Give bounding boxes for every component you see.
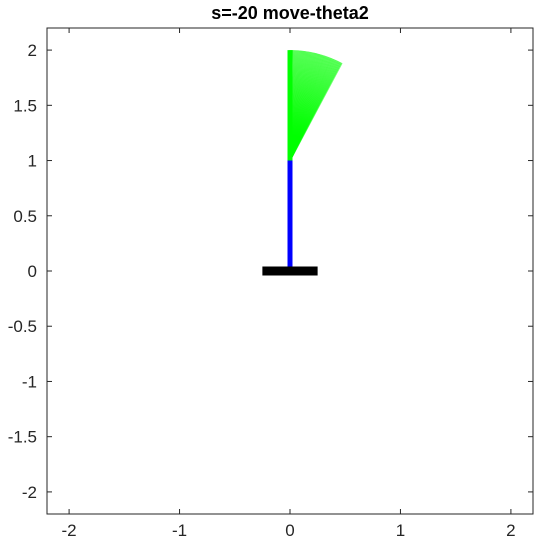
chart-title: s=-20 move-theta2: [211, 3, 369, 23]
y-tick-label: -2: [22, 483, 37, 502]
x-tick-label: -1: [172, 521, 187, 540]
y-tick-label: 1: [28, 152, 37, 171]
y-axis-ticks: 2 1.5 1 0.5 0 -0.5 -1 -1.5 -2: [8, 41, 533, 502]
x-tick-label: 1: [396, 521, 405, 540]
x-tick-label: -2: [62, 521, 77, 540]
y-tick-label: 1.5: [13, 96, 37, 115]
x-tick-label: 0: [285, 521, 294, 540]
y-tick-label: -1: [22, 372, 37, 391]
x-axis-ticks: -2 -1 0 1 2: [62, 28, 516, 540]
y-tick-label: -1.5: [8, 428, 37, 447]
y-tick-label: 0.5: [13, 207, 37, 226]
y-tick-label: 0: [28, 262, 37, 281]
link2-position-line: [289, 62, 343, 161]
plot-marks: [262, 50, 343, 276]
y-tick-label: -0.5: [8, 317, 37, 336]
y-tick-label: 2: [28, 41, 37, 60]
x-tick-label: 2: [506, 521, 515, 540]
